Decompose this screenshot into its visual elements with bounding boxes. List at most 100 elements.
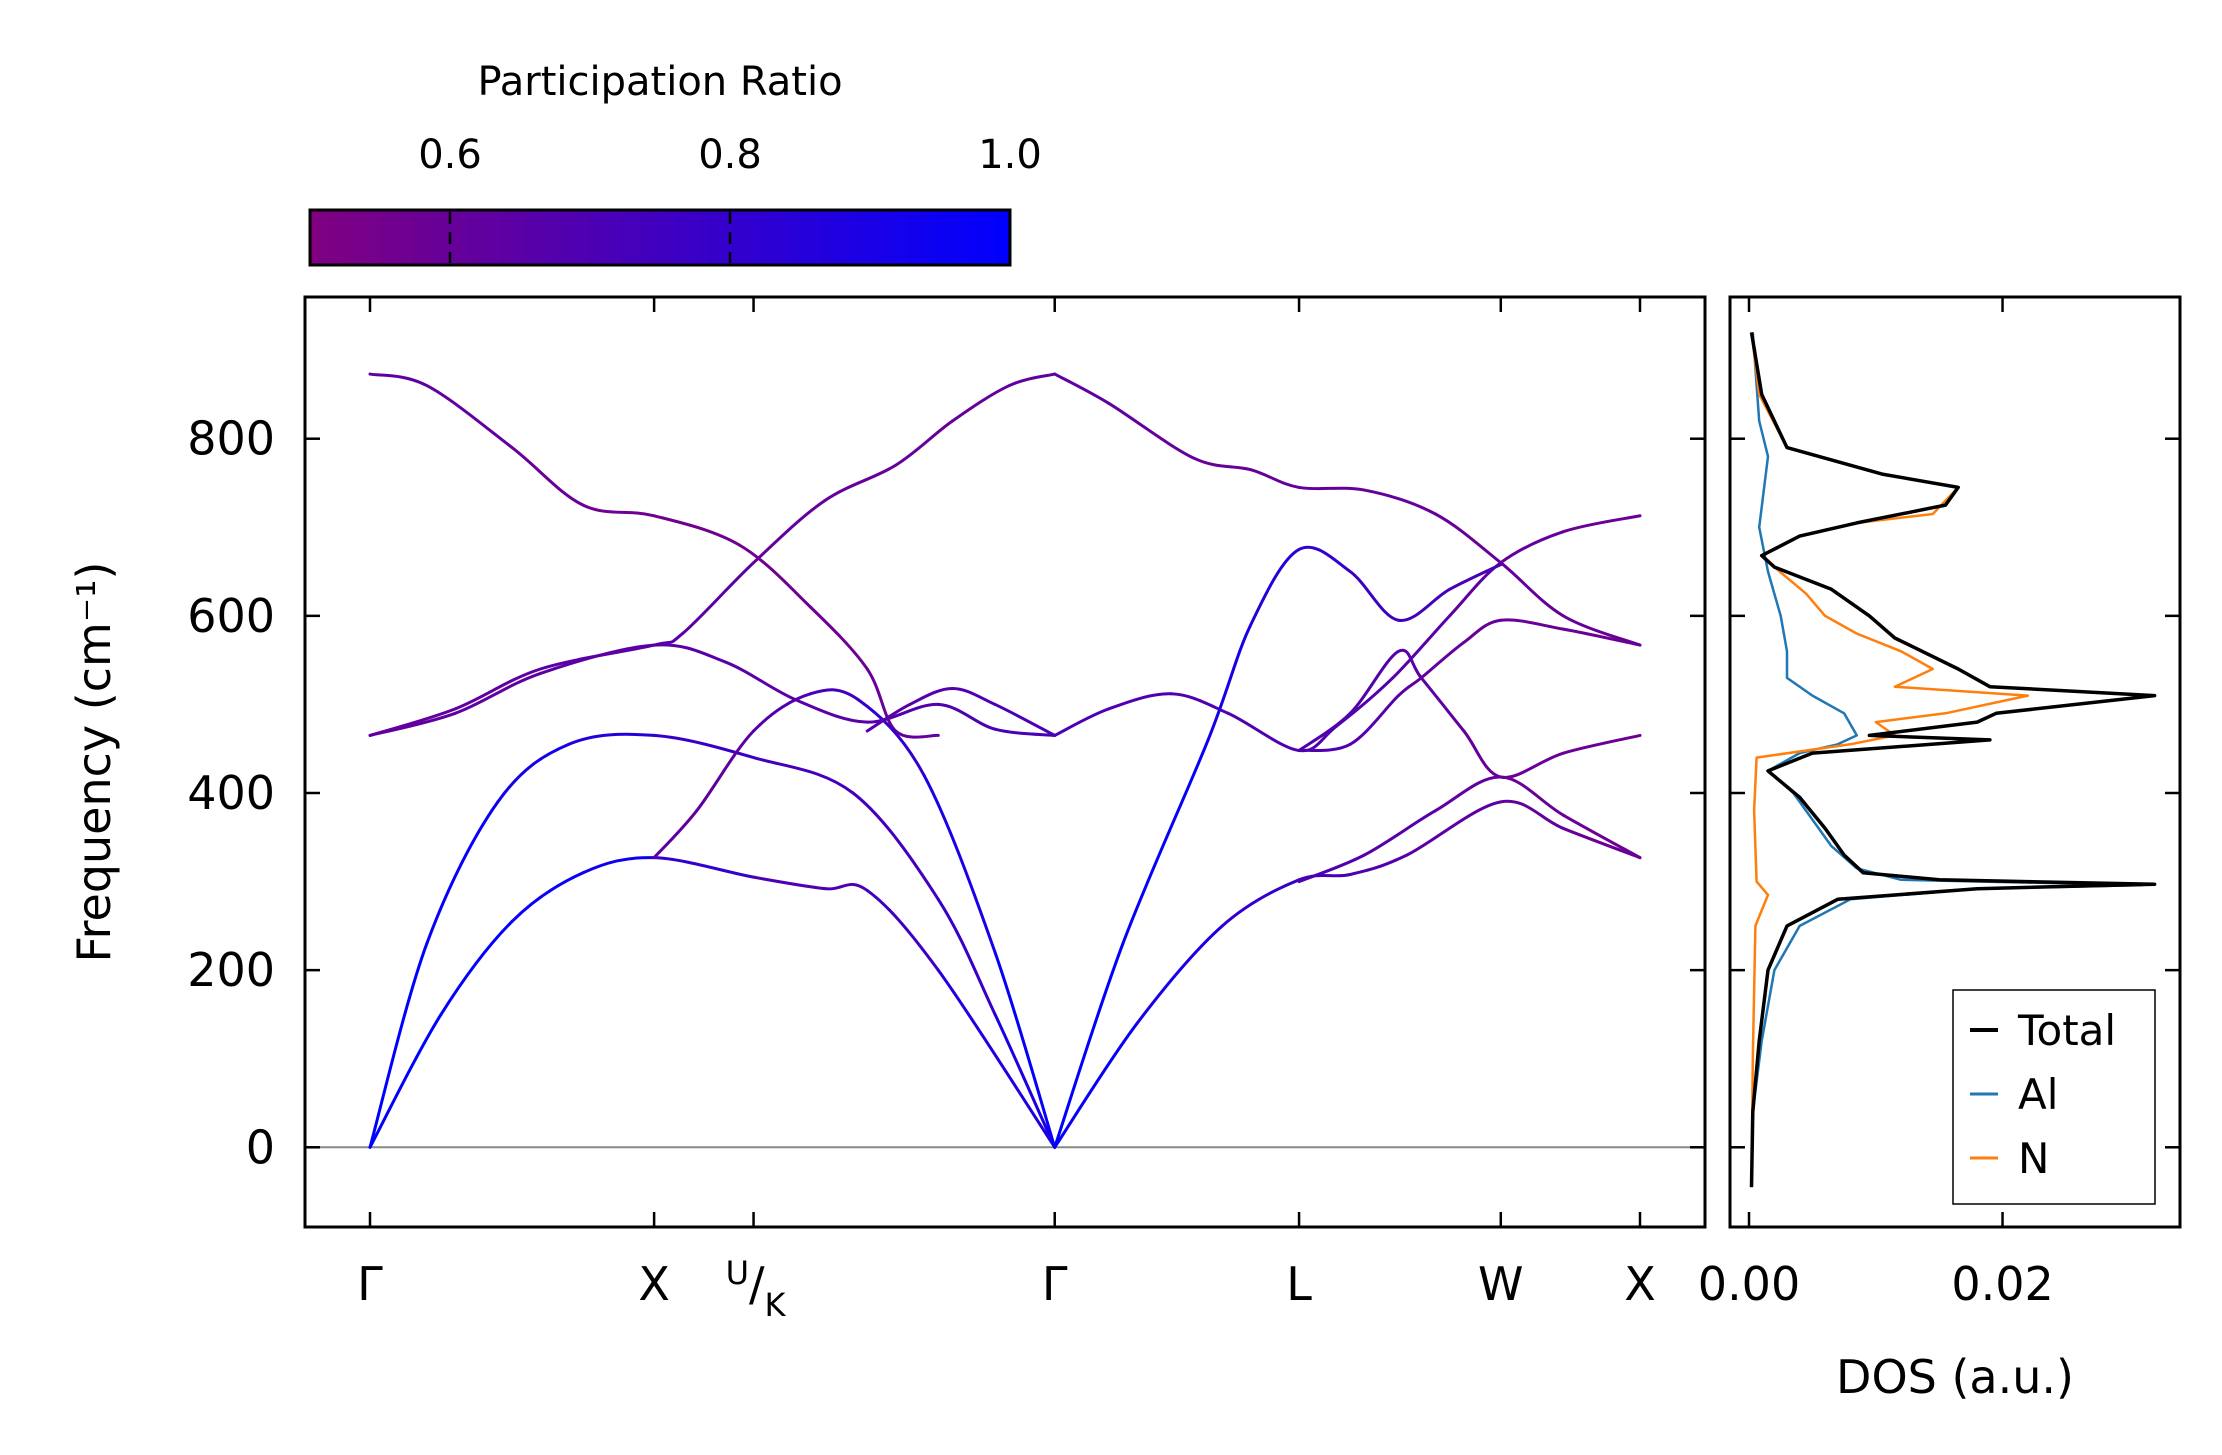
band-segment xyxy=(1561,813,1642,860)
band-segment xyxy=(538,643,656,671)
band-segment xyxy=(1433,512,1503,565)
frequency-axis: 0 200 400 600 800 xyxy=(187,412,1705,1174)
band-segment xyxy=(1397,648,1423,680)
band-segment xyxy=(453,667,542,711)
band-segment xyxy=(950,686,997,706)
band-segment xyxy=(1249,547,1301,627)
band-segment xyxy=(1297,485,1366,492)
band-segment xyxy=(1397,676,1423,698)
band-segment xyxy=(368,372,429,388)
band-segment xyxy=(567,732,656,746)
band-segment xyxy=(1226,711,1301,752)
legend-label: Total xyxy=(2017,1006,2116,1055)
band-segment xyxy=(993,702,1057,737)
dos-axis: 0.00 0.02 xyxy=(1698,297,2054,1311)
band-segment xyxy=(723,660,798,702)
colorbar-title: Participation Ratio xyxy=(477,59,842,105)
band-segment xyxy=(1391,614,1452,680)
band-segment xyxy=(865,702,912,733)
dos-frequency-ticks xyxy=(1730,437,2180,1149)
band-segment xyxy=(808,688,861,702)
phonon-band xyxy=(1053,372,1642,647)
band-segment xyxy=(695,729,756,813)
band-segment xyxy=(1405,800,1503,857)
band-segment xyxy=(1053,707,1111,737)
band-segment xyxy=(1135,924,1224,1025)
band-segment xyxy=(1220,878,1301,928)
band-structure-panel: 0 200 400 600 800 Γ X U/K Γ L W X Frequency (cm⁻¹) xyxy=(67,295,1707,1324)
band-segment xyxy=(752,756,855,795)
phonon-band xyxy=(368,856,1057,1149)
band-segment xyxy=(1499,775,1565,817)
band-segment xyxy=(652,856,756,879)
band-segment xyxy=(794,698,869,724)
band-segment xyxy=(1499,799,1565,830)
band-segment xyxy=(894,729,940,739)
band-segment xyxy=(1499,561,1565,618)
band-segment xyxy=(1107,692,1173,711)
y-tick-label: 400 xyxy=(187,766,275,820)
band-segment xyxy=(1462,618,1503,644)
dos-curve-total xyxy=(1749,332,2157,1188)
phonon-band xyxy=(1297,775,1642,884)
band-segment xyxy=(652,643,727,664)
band-segment xyxy=(1121,738,1210,946)
band-segment xyxy=(936,702,997,731)
y-tick-label: 800 xyxy=(187,412,275,466)
band-segment xyxy=(581,503,656,518)
y-tick-label: 200 xyxy=(187,943,275,997)
band-segment xyxy=(894,419,954,467)
band-segment xyxy=(510,871,585,923)
band-segment xyxy=(922,773,997,954)
frequency-axis-title: Frequency (cm⁻¹) xyxy=(67,562,121,963)
kpath-axis: Γ X U/K Γ L W X xyxy=(357,297,1656,1324)
band-plot-frame xyxy=(303,295,1707,1229)
band-segment xyxy=(851,791,940,901)
dos-curves xyxy=(1749,332,2157,1188)
phonon-band xyxy=(1297,648,1642,779)
band-segment xyxy=(1297,545,1352,574)
band-segment xyxy=(865,667,898,733)
band-segment xyxy=(1397,587,1452,622)
band-segment xyxy=(652,809,699,860)
dos-x-tick-label: 0.00 xyxy=(1698,1257,1800,1311)
band-segment xyxy=(1249,468,1301,489)
band-segment xyxy=(1348,694,1400,746)
band-segment xyxy=(752,875,827,891)
band-segment xyxy=(1206,623,1253,742)
band-segment xyxy=(752,692,812,733)
band-segment xyxy=(1362,488,1437,516)
y-tick-label: 0 xyxy=(246,1120,275,1174)
band-segment xyxy=(1499,618,1565,631)
band-segment xyxy=(752,499,827,565)
band-segment xyxy=(1448,561,1503,618)
band-segment xyxy=(510,446,585,507)
band-segment xyxy=(1362,809,1437,857)
dos-axis-title: DOS (a.u.) xyxy=(1836,1350,2074,1404)
band-segment xyxy=(496,742,571,804)
band-segment xyxy=(368,707,457,737)
phonon-band xyxy=(1053,799,1642,1149)
phonon-band xyxy=(652,688,1057,1149)
band-segment xyxy=(823,882,869,892)
band-segment xyxy=(425,384,514,450)
band-segment xyxy=(681,561,756,636)
band-segment xyxy=(581,856,656,875)
band-segment xyxy=(453,671,542,715)
band-segment xyxy=(1561,733,1642,755)
kpoint-label: X xyxy=(638,1257,670,1311)
dos-plot-frame xyxy=(1728,295,2182,1229)
phonon-band xyxy=(1297,618,1642,752)
band-segment xyxy=(368,1012,443,1149)
colorbar-tick-label: 0.6 xyxy=(418,132,482,178)
band-segment xyxy=(865,702,940,724)
band-segment xyxy=(1169,692,1230,715)
band-segment xyxy=(823,463,898,503)
y-tick-label: 600 xyxy=(187,589,275,643)
band-segment xyxy=(1348,649,1400,715)
dos-x-tick-label: 0.02 xyxy=(1951,1257,2053,1311)
colorbar-tick-label: 1.0 xyxy=(978,132,1042,178)
dos-legend: Total Al N xyxy=(1952,989,2156,1205)
band-segment xyxy=(1297,742,1352,752)
